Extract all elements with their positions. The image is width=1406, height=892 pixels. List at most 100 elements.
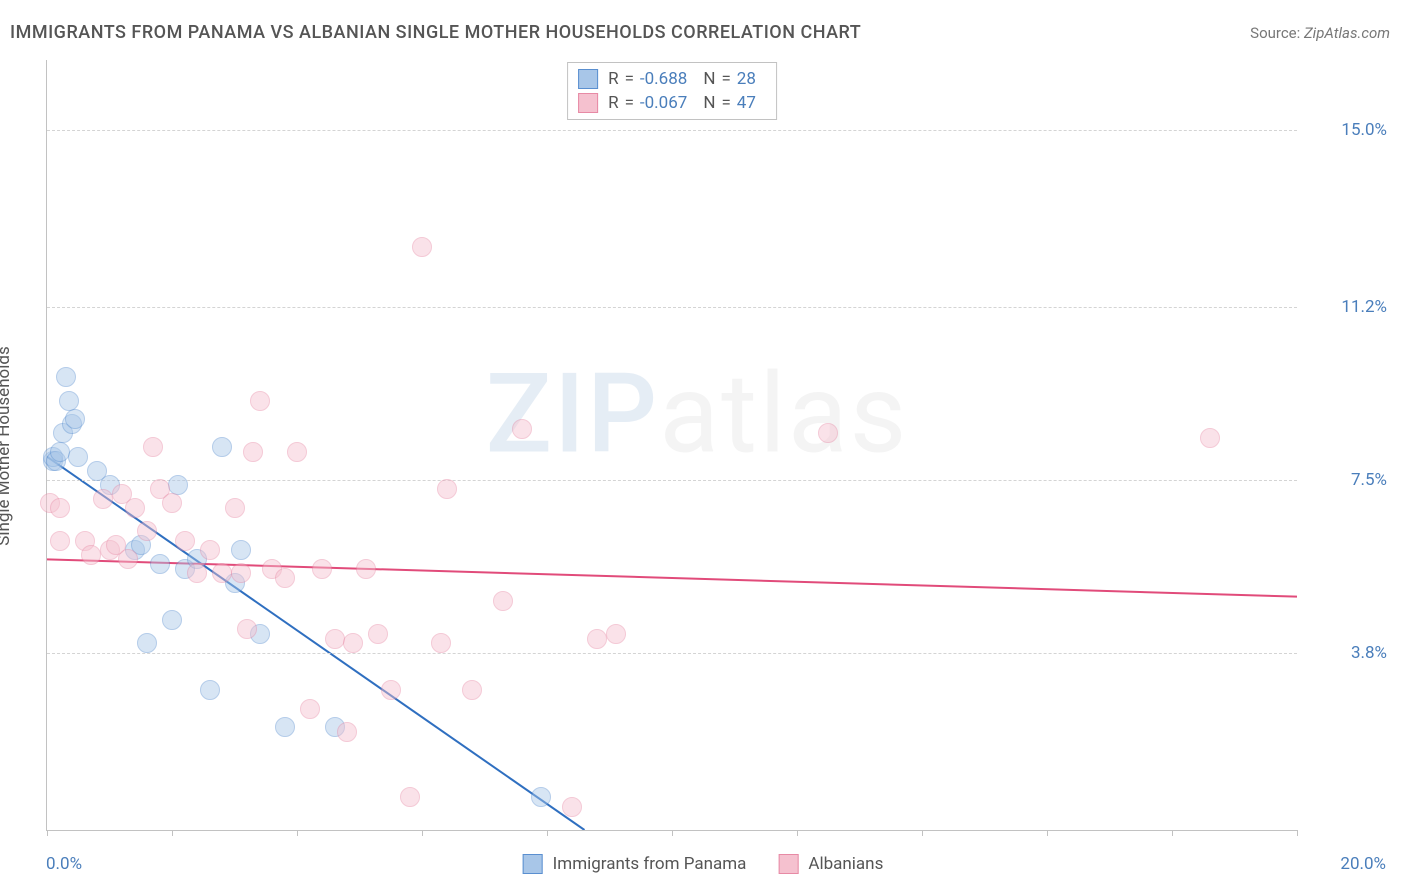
data-point-panama (137, 633, 157, 653)
data-point-albanians (512, 419, 532, 439)
data-point-panama (68, 447, 88, 467)
data-point-albanians (400, 787, 420, 807)
stat-eq: = (625, 67, 634, 91)
x-tick (1047, 830, 1048, 836)
stat-eq: = (721, 91, 730, 115)
gridline (47, 653, 1297, 654)
watermark: ZIPatlas (486, 350, 909, 479)
y-tick-label: 7.5% (1307, 470, 1387, 490)
data-point-albanians (300, 699, 320, 719)
swatch-panama (578, 69, 598, 89)
stat-N-albanians: 47 (737, 91, 756, 115)
data-point-albanians (337, 722, 357, 742)
stat-eq: = (721, 67, 730, 91)
data-point-albanians (250, 391, 270, 411)
x-tick (672, 830, 673, 836)
data-point-albanians (356, 559, 376, 579)
stats-row-panama: R = -0.688 N = 28 (578, 67, 766, 91)
data-point-panama (162, 610, 182, 630)
data-point-albanians (462, 680, 482, 700)
source-value: ZipAtlas.com (1304, 24, 1390, 42)
data-point-albanians (275, 568, 295, 588)
stats-row-albanians: R = -0.067 N = 47 (578, 91, 766, 115)
data-point-albanians (381, 680, 401, 700)
chart-title: IMMIGRANTS FROM PANAMA VS ALBANIAN SINGL… (10, 22, 861, 43)
data-point-albanians (437, 479, 457, 499)
data-point-albanians (143, 437, 163, 457)
y-axis-title: Single Mother Households (0, 346, 14, 546)
data-point-albanians (118, 549, 138, 569)
legend-swatch-albanians (778, 854, 798, 874)
data-point-albanians (562, 797, 582, 817)
x-tick (47, 830, 48, 836)
data-point-albanians (1200, 428, 1220, 448)
data-point-panama (275, 717, 295, 737)
data-point-albanians (137, 521, 157, 541)
x-axis-max-label: 20.0% (1340, 854, 1386, 874)
x-tick (922, 830, 923, 836)
legend-item-panama: Immigrants from Panama (523, 854, 747, 874)
source-label: Source: (1250, 24, 1300, 42)
data-point-albanians (50, 498, 70, 518)
data-point-albanians (287, 442, 307, 462)
data-point-albanians (175, 531, 195, 551)
x-tick (297, 830, 298, 836)
data-point-albanians (212, 563, 232, 583)
data-point-albanians (606, 624, 626, 644)
data-point-albanians (431, 633, 451, 653)
data-point-panama (59, 391, 79, 411)
x-axis-min-label: 0.0% (46, 854, 82, 874)
data-point-panama (231, 540, 251, 560)
source-attribution: Source: ZipAtlas.com (1250, 24, 1390, 42)
y-tick-label: 3.8% (1307, 643, 1387, 663)
data-point-panama (200, 680, 220, 700)
stat-eq: = (625, 91, 634, 115)
data-point-albanians (412, 237, 432, 257)
data-point-albanians (343, 633, 363, 653)
gridline (47, 307, 1297, 308)
watermark-atlas: atlas (659, 350, 908, 479)
data-point-albanians (493, 591, 513, 611)
legend-item-albanians: Albanians (778, 854, 883, 874)
chart-container: IMMIGRANTS FROM PANAMA VS ALBANIAN SINGL… (0, 0, 1406, 892)
legend-bottom: Immigrants from Panama Albanians (523, 854, 884, 874)
y-tick-label: 11.2% (1307, 297, 1387, 317)
legend-swatch-panama (523, 854, 543, 874)
data-point-panama (50, 442, 70, 462)
data-point-albanians (325, 629, 345, 649)
trend-layer (47, 60, 1297, 830)
gridline (47, 480, 1297, 481)
x-tick (172, 830, 173, 836)
legend-label-panama: Immigrants from Panama (553, 854, 747, 874)
stat-R-albanians: -0.067 (640, 91, 687, 115)
stat-R-label: R (608, 67, 618, 91)
data-point-albanians (200, 540, 220, 560)
data-point-albanians (312, 559, 332, 579)
data-point-panama (56, 367, 76, 387)
data-point-albanians (93, 489, 113, 509)
data-point-albanians (237, 619, 257, 639)
x-tick (1297, 830, 1298, 836)
stat-N-panama: 28 (737, 67, 756, 91)
stat-N-label: N (703, 91, 715, 115)
data-point-panama (65, 409, 85, 429)
stat-R-label: R (608, 91, 618, 115)
plot-area: ZIPatlas R = -0.688 N = 28 R = -0.067 N … (46, 60, 1297, 831)
gridline (47, 130, 1297, 131)
x-tick (797, 830, 798, 836)
data-point-panama (168, 475, 188, 495)
data-point-albanians (818, 423, 838, 443)
data-point-albanians (50, 531, 70, 551)
x-tick (547, 830, 548, 836)
data-point-albanians (162, 493, 182, 513)
watermark-zip: ZIP (486, 350, 660, 479)
x-tick (422, 830, 423, 836)
data-point-albanians (81, 545, 101, 565)
data-point-albanians (125, 498, 145, 518)
x-tick (1172, 830, 1173, 836)
stats-legend-box: R = -0.688 N = 28 R = -0.067 N = 47 (567, 62, 777, 120)
stat-N-label: N (703, 67, 715, 91)
swatch-albanians (578, 93, 598, 113)
data-point-albanians (231, 563, 251, 583)
data-point-panama (150, 554, 170, 574)
